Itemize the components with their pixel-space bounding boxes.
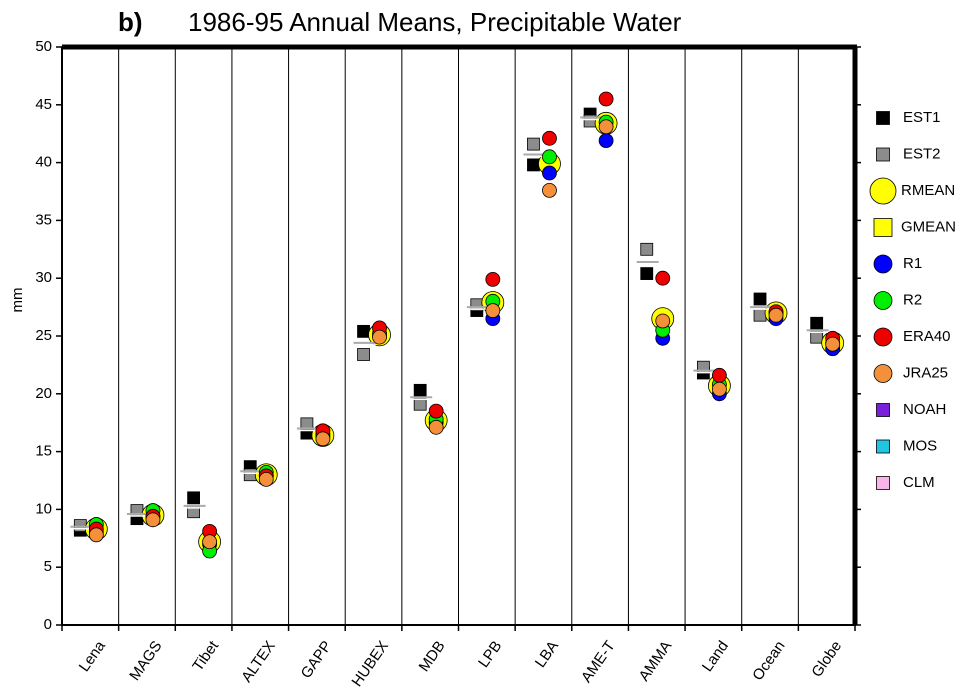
data-circle — [485, 271, 501, 287]
y-tick-label: 5 — [44, 558, 52, 575]
data-square — [357, 348, 370, 361]
legend-label: GMEAN — [901, 218, 956, 235]
data-square — [753, 292, 767, 306]
y-tick-label: 40 — [35, 154, 52, 171]
data-square — [73, 519, 87, 532]
legend-label: NOAH — [903, 401, 946, 418]
data-circle — [598, 133, 614, 149]
data-circle — [372, 329, 387, 345]
data-circle — [825, 336, 841, 352]
legend-marker — [876, 476, 890, 490]
legend-marker — [876, 111, 890, 125]
y-tick-label: 20 — [35, 385, 52, 402]
x-tick-label: LPB — [475, 638, 505, 671]
y-tick-label: 25 — [35, 327, 52, 344]
data-square — [810, 316, 824, 330]
data-circle — [542, 149, 557, 165]
y-axis-label: mm — [9, 288, 26, 313]
data-circle — [655, 270, 671, 286]
legend-marker — [873, 254, 893, 274]
y-tick-label: 45 — [35, 96, 52, 113]
data-circle — [768, 307, 784, 323]
data-square — [357, 324, 370, 338]
x-tick-label: Ocean — [749, 638, 788, 684]
data-circle — [258, 471, 274, 487]
data-circle — [145, 512, 161, 528]
data-circle — [711, 381, 727, 397]
data-circle — [542, 165, 557, 181]
x-tick-label: LBA — [532, 638, 562, 671]
x-tick-label: ALTEX — [238, 638, 279, 686]
y-tick-label: 10 — [35, 500, 52, 517]
data-square — [413, 383, 427, 397]
data-circle — [202, 534, 218, 550]
x-tick-label: HUBEX — [348, 638, 392, 690]
legend-marker — [873, 218, 893, 237]
data-circle — [485, 303, 501, 318]
legend-label: EST1 — [903, 109, 941, 126]
data-square — [527, 158, 540, 172]
data-circle — [598, 91, 614, 107]
data-circle — [711, 367, 727, 383]
legend-marker — [873, 364, 893, 383]
x-tick-label: Globe — [808, 638, 845, 681]
legend-label: MOS — [903, 437, 937, 454]
data-circle — [88, 527, 104, 543]
data-circle — [428, 419, 444, 435]
x-tick-label: AMMA — [636, 638, 676, 685]
legend-marker — [876, 439, 890, 454]
data-square — [640, 267, 654, 280]
legend-marker — [876, 147, 890, 162]
x-tick-label: AME-T — [578, 638, 619, 686]
legend-label: R2 — [903, 291, 922, 308]
y-tick-label: 35 — [35, 211, 52, 228]
x-tick-label: MDB — [416, 638, 449, 675]
y-tick-label: 0 — [44, 616, 52, 633]
y-tick-label: 15 — [35, 443, 52, 460]
legend-label: RMEAN — [901, 182, 955, 199]
x-tick-label: Lena — [76, 637, 109, 675]
data-circle — [655, 313, 671, 329]
data-square — [640, 242, 654, 256]
data-circle — [315, 431, 331, 447]
x-tick-label: GAPP — [298, 638, 336, 682]
legend-label: CLM — [903, 474, 935, 491]
x-tick-label: MAGS — [126, 638, 165, 684]
data-circle — [542, 130, 557, 146]
legend-label: EST2 — [903, 145, 941, 162]
legend-label: ERA40 — [903, 328, 951, 345]
legend-marker — [869, 177, 897, 205]
x-tick-label: Land — [699, 638, 732, 675]
title-tag: b) — [118, 7, 143, 37]
legend-marker — [873, 327, 893, 347]
y-tick-label: 30 — [35, 269, 52, 286]
data-circle — [598, 119, 614, 135]
legend-label: R1 — [903, 255, 922, 272]
x-tick-label: Tibet — [189, 637, 222, 674]
data-circle — [428, 403, 444, 419]
data-circle — [542, 182, 557, 198]
data-square — [753, 308, 767, 322]
data-square — [527, 137, 540, 151]
legend-label: JRA25 — [903, 364, 948, 381]
chart-title: 1986-95 Annual Means, Precipitable Water — [188, 7, 682, 37]
legend-marker — [873, 291, 893, 310]
y-tick-label: 50 — [35, 38, 52, 55]
legend-marker — [876, 403, 890, 417]
data-square — [187, 491, 201, 505]
